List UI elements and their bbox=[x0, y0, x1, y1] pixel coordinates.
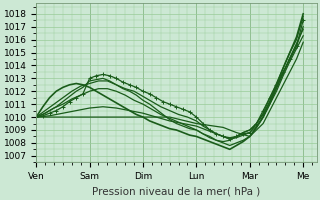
X-axis label: Pression niveau de la mer( hPa ): Pression niveau de la mer( hPa ) bbox=[92, 187, 260, 197]
